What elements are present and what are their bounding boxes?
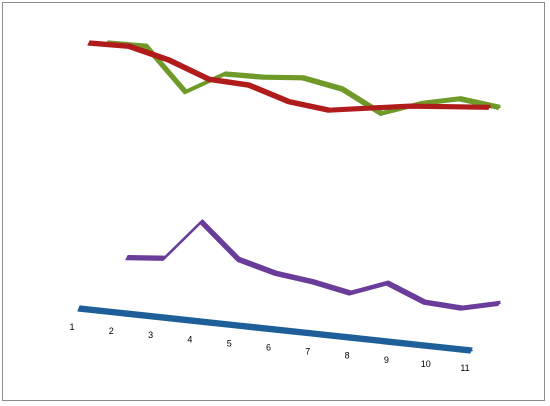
series-2-point-10 [462, 307, 464, 309]
series-1-point-3 [157, 316, 160, 318]
x-tick-label-5: 5 [227, 338, 232, 348]
series-4-point-1 [89, 42, 91, 44]
series-2-point-3 [201, 220, 204, 223]
y-tick-label-900: 900 [25, 0, 40, 2]
series-4 [87, 40, 491, 113]
series-4-point-6 [289, 100, 291, 103]
series-3-point-3 [185, 91, 188, 93]
y-tick-label-700: 700 [25, 0, 40, 2]
x-tick-label-3: 3 [148, 330, 153, 340]
series-4-point-11 [489, 106, 491, 109]
y-tick-label--100: -100 [22, 0, 40, 2]
series-2-point-5 [276, 272, 278, 275]
series-4-point-4 [209, 78, 211, 81]
series-3-point-8 [381, 112, 384, 115]
series-1-point-9 [392, 341, 395, 343]
series-4-point-5 [249, 84, 251, 86]
series-1-point-8 [353, 337, 356, 339]
series-4-ribbon [87, 40, 491, 113]
y-tick-label-100: 100 [25, 0, 40, 2]
y-tick-label-200: 200 [25, 0, 40, 2]
series-2-point-2 [164, 257, 166, 260]
series-3-point-6 [303, 77, 305, 79]
y-tick-label-500: 500 [25, 0, 40, 2]
series-3-point-11 [499, 106, 501, 109]
series-2 [125, 219, 501, 311]
series-2-point-6 [313, 281, 315, 283]
series-3-point-4 [224, 73, 227, 75]
x-tick-label-4: 4 [187, 334, 192, 344]
series-2-point-4 [238, 258, 241, 261]
y-tick-label-1000: 1000 [20, 0, 40, 2]
series-4-point-2 [129, 45, 131, 48]
series-3-point-5 [264, 76, 266, 78]
series-1-point-11 [471, 349, 473, 352]
series-4-point-10 [449, 105, 451, 108]
x-tick-label-8: 8 [345, 351, 350, 361]
series-2-point-8 [387, 282, 390, 284]
series-2-point-1 [127, 256, 129, 259]
x-tick-label-6: 6 [266, 343, 271, 353]
series-2-point-9 [424, 301, 427, 304]
series-4-point-7 [329, 109, 331, 111]
series-1 [77, 305, 473, 354]
series-1-point-5 [236, 324, 238, 327]
y-axis-ticks: -10001002003004005006007008009001000 [20, 0, 40, 2]
y-tick-label-300: 300 [25, 0, 40, 2]
y-tick-label-600: 600 [25, 0, 40, 2]
x-axis-ticks: 1 2 3 4 5 6 7 8 9 10 11 [69, 322, 469, 373]
series-3-point-7 [342, 88, 345, 90]
y-tick-label-800: 800 [25, 0, 40, 2]
series-2-point-11 [499, 302, 501, 305]
x-tick-label-7: 7 [305, 347, 310, 357]
series-1-ribbon [77, 305, 473, 354]
y-tick-label-0: 0 [35, 0, 40, 2]
series-1-point-6 [275, 328, 277, 331]
x-tick-label-11: 11 [460, 363, 469, 373]
series-3-point-2 [146, 45, 148, 48]
series-2-point-7 [350, 292, 353, 294]
x-tick-label-1: 1 [69, 322, 74, 332]
chart-frame [2, 2, 545, 401]
series-1-point-4 [196, 320, 199, 322]
x-tick-label-10: 10 [421, 359, 431, 369]
series-4-point-9 [409, 105, 411, 107]
x-tick-label-2: 2 [109, 326, 114, 336]
series-1-point-7 [314, 332, 317, 335]
series-4-point-8 [369, 107, 371, 109]
series-1-point-1 [79, 307, 81, 310]
series-1-point-10 [432, 345, 434, 348]
series-1-point-2 [118, 311, 120, 314]
series-layer [77, 40, 501, 354]
series-3-point-10 [460, 97, 462, 100]
series-4-point-3 [169, 59, 171, 61]
series-2-ribbon [125, 219, 501, 311]
y-tick-label-400: 400 [25, 0, 40, 2]
x-tick-label-9: 9 [384, 355, 389, 365]
